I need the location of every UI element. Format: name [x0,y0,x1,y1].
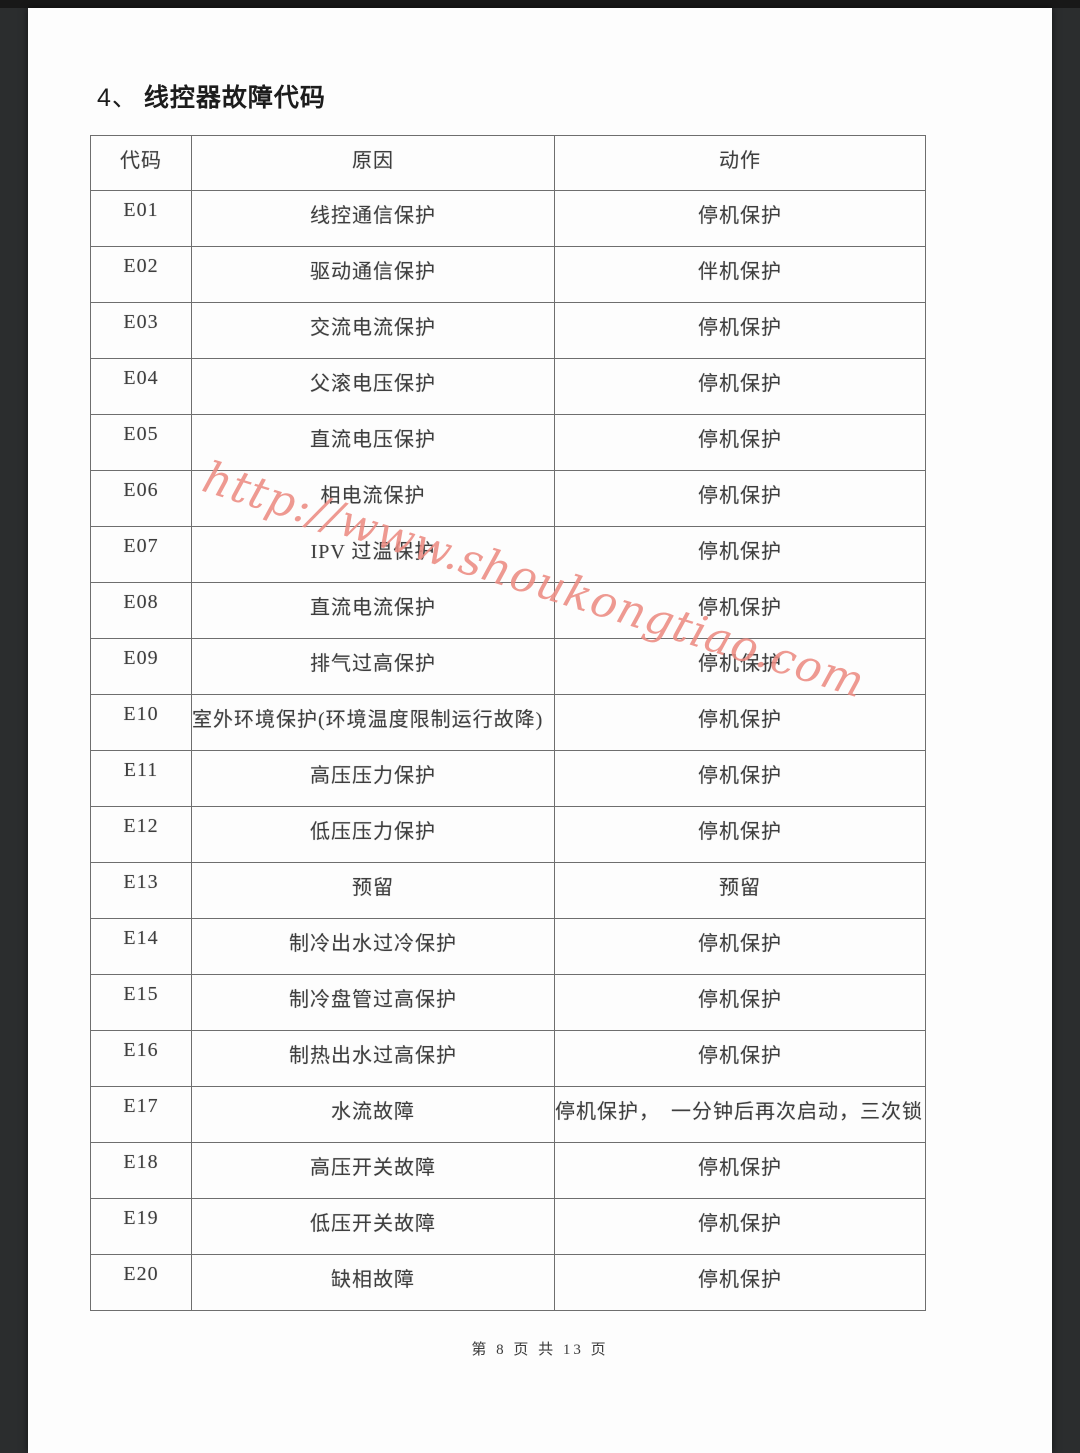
cell-action: 预留 [554,862,926,919]
cell-code: E02 [90,246,192,303]
cell-cause: 交流电流保护 [191,302,555,359]
table-header-row: 代码 原因 动作 [90,135,926,191]
cell-cause: 直流电压保护 [191,414,555,471]
cell-action: 停机保护 [554,582,926,639]
cell-code: E18 [90,1142,192,1199]
cell-action: 停机保护 [554,190,926,247]
cell-cause: 制冷盘管过高保护 [191,974,555,1031]
cell-code: E15 [90,974,192,1031]
table-row: E11 高压压力保护 停机保护 [90,750,926,807]
cell-cause: 水流故障 [191,1086,555,1143]
cell-cause: 直流电流保护 [191,582,555,639]
table-row: E20 缺相故障 停机保护 [90,1254,926,1311]
fault-code-table: 代码 原因 动作 E01 线控通信保护 停机保护 E02 驱动通信保护 伴机保护… [90,135,926,1311]
cell-action: 停机保护 [554,694,926,751]
cell-action: 停机保护 [554,918,926,975]
table-row: E19 低压开关故障 停机保护 [90,1198,926,1255]
section-title: 4、 线控器故障代码 [97,78,326,114]
table-row: E15 制冷盘管过高保护 停机保护 [90,974,926,1031]
cell-code: E19 [90,1198,192,1255]
table-row: E09 排气过高保护 停机保护 [90,638,926,695]
top-bar [0,0,1080,8]
cell-code: E07 [90,526,192,583]
section-title-text: 线控器故障代码 [143,84,326,112]
table-row: E18 高压开关故障 停机保护 [90,1142,926,1199]
cell-code: E11 [90,750,192,807]
cell-cause: 相电流保护 [191,470,555,527]
cell-cause: 驱动通信保护 [191,246,555,303]
cell-code: E13 [90,862,192,919]
table-row: E16 制热出水过高保护 停机保护 [90,1030,926,1087]
cell-action: 停机保护 [554,1142,926,1199]
cell-code: E14 [90,918,192,975]
cell-code: E20 [90,1254,192,1311]
table-row: E04 父滚电压保护 停机保护 [90,358,926,415]
section-number: 4、 [97,84,138,112]
cell-action: 停机保护 [554,1254,926,1311]
cell-cause: 制冷出水过冷保护 [191,918,555,975]
column-header-code: 代码 [90,135,192,191]
cell-action: 停机保护 [554,750,926,807]
cell-action: 停机保护 [554,638,926,695]
cell-action: 停机保护 [554,302,926,359]
table-row: E08 直流电流保护 停机保护 [90,582,926,639]
table-row: E05 直流电压保护 停机保护 [90,414,926,471]
table-row: E06 相电流保护 停机保护 [90,470,926,527]
cell-cause: 高压开关故障 [191,1142,555,1199]
table-row: E13 预留 预留 [90,862,926,919]
table-row: E02 驱动通信保护 伴机保护 [90,246,926,303]
cell-code: E17 [90,1086,192,1143]
cell-code: E05 [90,414,192,471]
cell-action: 停机保护 [554,806,926,863]
cell-cause: 室外环境保护(环境温度限制运行故降) [191,694,555,751]
column-header-action: 动作 [554,135,926,191]
table-row: E14 制冷出水过冷保护 停机保护 [90,918,926,975]
cell-code: E12 [90,806,192,863]
cell-code: E03 [90,302,192,359]
cell-action: 停机保护 [554,470,926,527]
cell-cause: 低压压力保护 [191,806,555,863]
table-row: E10 室外环境保护(环境温度限制运行故降) 停机保护 [90,694,926,751]
cell-action: 停机保护 [554,414,926,471]
column-header-cause: 原因 [191,135,555,191]
table-row: E17 水流故障 停机保护， 一分钟后再次启动，三次锁 [90,1086,926,1143]
cell-cause: IPV 过温保护 [191,526,555,583]
table-row: E01 线控通信保护 停机保护 [90,190,926,247]
cell-code: E08 [90,582,192,639]
cell-action: 伴机保护 [554,246,926,303]
cell-cause: 高压压力保护 [191,750,555,807]
cell-action: 停机保护 [554,1030,926,1087]
cell-cause: 制热出水过高保护 [191,1030,555,1087]
cell-action: 停机保护 [554,974,926,1031]
cell-code: E09 [90,638,192,695]
cell-code: E04 [90,358,192,415]
table-row: E12 低压压力保护 停机保护 [90,806,926,863]
cell-cause: 预留 [191,862,555,919]
cell-cause: 低压开关故障 [191,1198,555,1255]
cell-action: 停机保护 [554,526,926,583]
cell-action: 停机保护， 一分钟后再次启动，三次锁 [554,1086,926,1143]
cell-code: E06 [90,470,192,527]
cell-code: E10 [90,694,192,751]
cell-action: 停机保护 [554,1198,926,1255]
cell-code: E16 [90,1030,192,1087]
cell-cause: 线控通信保护 [191,190,555,247]
cell-cause: 缺相故障 [191,1254,555,1311]
cell-action: 停机保护 [554,358,926,415]
page-number: 第 8 页 共 13 页 [471,1342,609,1358]
table-row: E03 交流电流保护 停机保护 [90,302,926,359]
cell-code: E01 [90,190,192,247]
table-row: E07 IPV 过温保护 停机保护 [90,526,926,583]
cell-cause: 父滚电压保护 [191,358,555,415]
cell-cause: 排气过高保护 [191,638,555,695]
